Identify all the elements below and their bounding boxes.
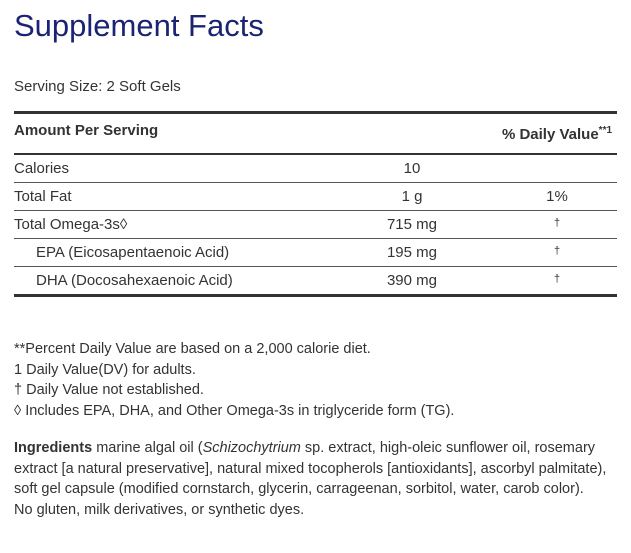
ingredients-free-from: No gluten, milk derivatives, or syntheti…: [14, 501, 305, 518]
ingredients-label: Ingredients: [14, 440, 93, 456]
nutrient-amount: 390 mg: [386, 272, 438, 289]
dagger: †: [553, 273, 561, 285]
nutrient-amount: 195 mg: [327, 238, 497, 267]
title: Supplement Facts: [14, 8, 264, 43]
dagger: †: [553, 217, 561, 229]
nutrient-row: Total Fat 1 g 1%: [14, 182, 617, 211]
rows: Calories 10 Total Fat 1 g 1% Total Omega-3s◊ 7…: [14, 154, 617, 296]
header-row: Amount Per Serving % Daily Value**1: [14, 112, 617, 155]
nutrient-row: DHA (Docosahexaenoic Acid) 390 mg †: [14, 267, 617, 296]
daily-value: 1%: [497, 182, 617, 211]
dv-header: % Daily Value**1: [497, 112, 617, 155]
dv-header-sup: **1: [598, 125, 613, 136]
nutrient-name: Calories: [14, 154, 327, 183]
ingredients-part: marine algal oil (: [96, 440, 203, 456]
nutrient-name: EPA (Eicosapentaenoic Acid): [14, 238, 327, 267]
ingredients-italic: Schizochytrium: [202, 440, 301, 456]
footnote: ◊ Includes EPA, DHA, and Other Omega-3s …: [14, 402, 455, 419]
nutrient-row: Calories 10: [14, 154, 617, 183]
nutrient-amount: 10: [327, 154, 497, 183]
ingredients-part: sp. extract, high-oleic sunflower oil, r…: [14, 440, 607, 497]
daily-value: †: [497, 238, 617, 267]
footnotes: **Percent Daily Value are based on a 2,0…: [14, 339, 454, 421]
nutrient-row: Total Omega-3s◊ 715 mg †: [14, 210, 617, 239]
nutrient-name: Total Omega-3s◊: [14, 210, 327, 239]
footnote: **Percent Daily Value are based on a 2,0…: [14, 341, 371, 357]
daily-value: †: [497, 210, 617, 239]
footnote: 1 Daily Value(DV) for adults.: [14, 361, 196, 378]
daily-value: †: [497, 267, 617, 296]
dagger: †: [553, 245, 561, 257]
ingredients: Ingredients marine algal oil (Schizochyt…: [14, 438, 620, 520]
daily-value: [497, 154, 617, 183]
amount-header: Amount Per Serving: [14, 112, 327, 155]
facts-table: Amount Per Serving % Daily Value**1 Calo…: [14, 111, 617, 297]
nutrient-name: DHA (Docosahexaenoic Acid): [36, 272, 233, 289]
footnote: † Daily Value not established.: [14, 382, 204, 398]
nutrient-amount: 715 mg: [327, 210, 497, 239]
nutrient-amount: 1 g: [327, 182, 497, 211]
nutrient-row: EPA (Eicosapentaenoic Acid) 195 mg †: [14, 238, 617, 267]
ingredients-text: Ingredients marine algal oil (Schizochyt…: [14, 438, 620, 500]
nutrient-name: Total Fat: [14, 182, 327, 211]
serving-size: Serving Size: 2 Soft Gels: [14, 78, 181, 95]
dv-header-text: % Daily Value: [501, 126, 599, 143]
